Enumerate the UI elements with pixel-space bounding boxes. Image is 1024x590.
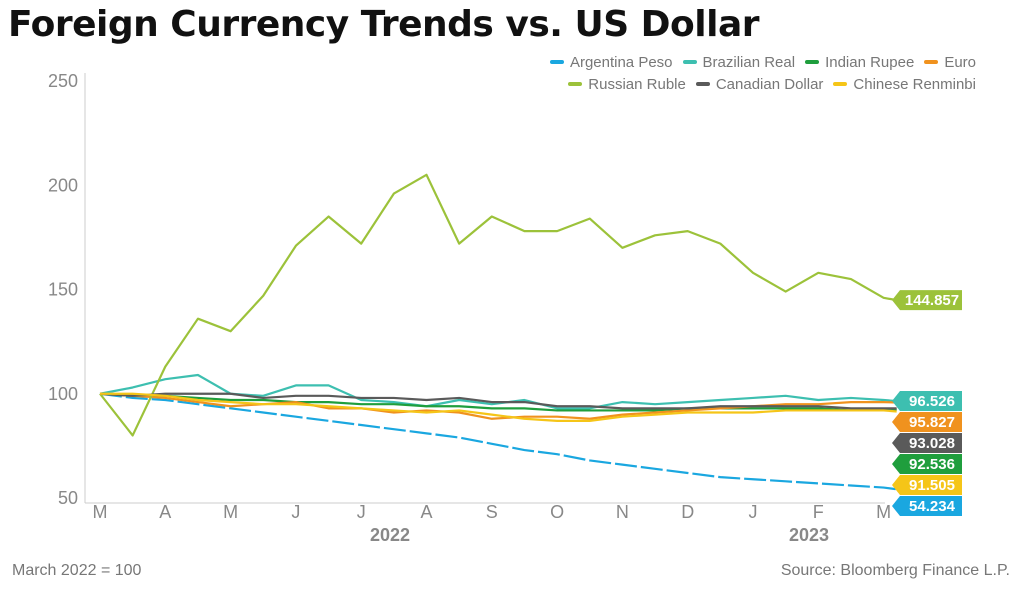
- end-value-label: 144.857: [892, 290, 962, 311]
- year-label: 2022: [370, 525, 410, 545]
- x-tick-label: A: [420, 502, 432, 522]
- legend-item: Canadian Dollar: [695, 74, 824, 96]
- x-tick-label: J: [291, 502, 300, 522]
- legend-label: Brazilian Real: [702, 54, 796, 71]
- x-tick-label: M: [93, 502, 108, 522]
- y-tick-label: 100: [48, 384, 78, 404]
- x-tick-label: M: [876, 502, 891, 522]
- end-value-label: 92.536: [892, 454, 962, 475]
- y-tick-label: 250: [48, 71, 78, 91]
- year-label: 2023: [789, 525, 829, 545]
- x-tick-label: S: [486, 502, 498, 522]
- x-tick-label: D: [681, 502, 694, 522]
- legend-label: Indian Rupee: [825, 54, 915, 71]
- legend-swatch: [549, 60, 564, 65]
- svg-text:54.234: 54.234: [909, 498, 956, 515]
- legend-item: Brazilian Real: [682, 52, 796, 74]
- legend-swatch: [805, 60, 820, 65]
- end-value-label: 96.526: [892, 391, 962, 412]
- legend-swatch: [924, 60, 939, 65]
- series-line: [99, 392, 897, 410]
- y-tick-label: 50: [58, 488, 78, 508]
- series-line: [99, 392, 897, 412]
- footnote: March 2022 = 100: [12, 562, 142, 579]
- legend-label: Russian Ruble: [588, 76, 686, 93]
- svg-text:96.526: 96.526: [909, 393, 955, 410]
- y-tick-label: 150: [48, 280, 78, 300]
- legend-item: Indian Rupee: [805, 52, 914, 74]
- svg-text:144.857: 144.857: [905, 292, 959, 309]
- x-tick-label: O: [550, 502, 564, 522]
- chart-title: Foreign Currency Trends vs. US Dollar: [8, 4, 760, 45]
- end-value-label: 95.827: [892, 412, 962, 433]
- y-tick-label: 200: [48, 175, 78, 195]
- legend-label: Chinese Renminbi: [853, 76, 976, 93]
- end-value-label: 91.505: [892, 475, 962, 496]
- series-line: [99, 392, 897, 491]
- x-tick-label: M: [223, 502, 238, 522]
- legend-label: Canadian Dollar: [715, 76, 824, 93]
- legend: Argentina Peso Brazilian Real Indian Rupee…: [456, 52, 976, 96]
- x-tick-label: J: [749, 502, 758, 522]
- x-tick-label: F: [813, 502, 824, 522]
- legend-item: Argentina Peso: [549, 52, 673, 74]
- svg-text:91.505: 91.505: [909, 477, 955, 494]
- end-value-label: 93.028: [892, 433, 962, 454]
- x-tick-label: N: [616, 502, 629, 522]
- legend-label: Argentina Peso: [569, 54, 673, 71]
- legend-swatch: [695, 82, 710, 87]
- legend-item: Russian Ruble: [568, 74, 686, 96]
- source-note: Source: Bloomberg Finance L.P.: [780, 562, 1010, 579]
- legend-swatch: [682, 60, 697, 65]
- series-line: [99, 373, 897, 410]
- legend-label: Euro: [944, 54, 976, 71]
- series-line: [99, 173, 897, 437]
- legend-item: Euro: [924, 52, 976, 74]
- series-line: [100, 392, 897, 422]
- legend-swatch: [833, 82, 848, 87]
- legend-item: Chinese Renminbi: [833, 74, 976, 96]
- end-value-label: 54.234: [892, 496, 962, 517]
- svg-text:92.536: 92.536: [909, 456, 955, 473]
- legend-swatch: [568, 82, 583, 87]
- svg-text:95.827: 95.827: [909, 414, 955, 431]
- svg-text:93.028: 93.028: [909, 435, 955, 452]
- x-tick-label: J: [357, 502, 366, 522]
- x-tick-label: A: [159, 502, 171, 522]
